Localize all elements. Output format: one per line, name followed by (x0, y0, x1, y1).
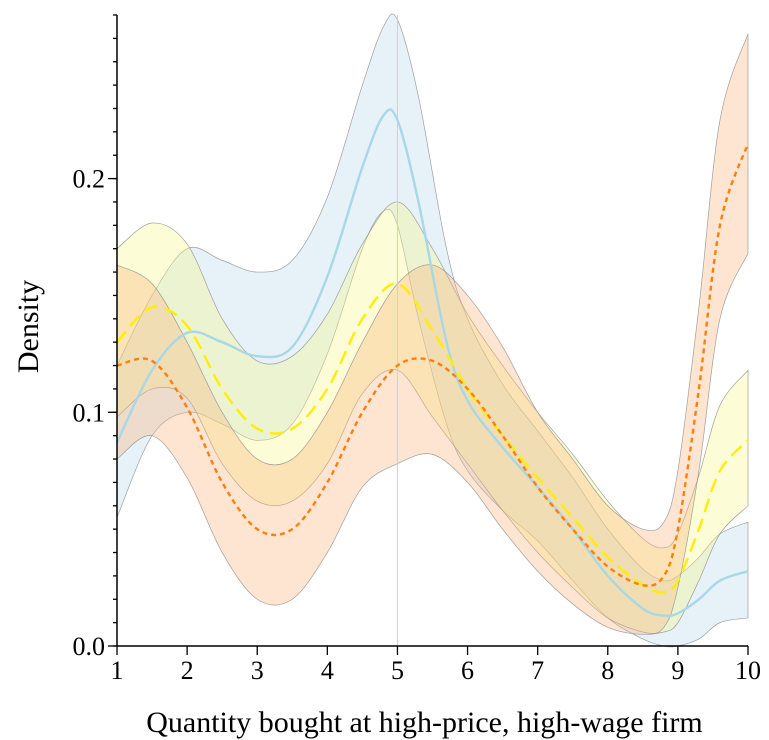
axes: 0.0 0.1 0.2 1 2 3 4 5 6 7 8 9 10 (73, 14, 761, 685)
x-tick-label: 5 (391, 656, 404, 685)
x-tick-label: 9 (671, 656, 684, 685)
y-tick-label: 0.0 (73, 632, 106, 661)
y-tick-label: 0.2 (73, 165, 106, 194)
x-ticks: 1 2 3 4 5 6 7 8 9 10 (111, 646, 761, 685)
x-tick-label: 10 (735, 656, 761, 685)
density-line-2 (116, 282, 749, 594)
y-tick-label: 0.1 (73, 398, 106, 427)
x-tick-label: 3 (251, 656, 264, 685)
density-line-3 (116, 143, 750, 587)
confidence-band-3 (116, 33, 749, 635)
x-tick-label: 2 (181, 656, 194, 685)
density-lines (115, 108, 750, 618)
confidence-band-2 (116, 201, 749, 634)
y-axis-label: Density (12, 280, 45, 373)
density-line-1 (115, 108, 749, 618)
x-tick-label: 6 (461, 656, 474, 685)
y-minor-ticks (113, 14, 117, 647)
x-axis-label: Quantity bought at high-price, high-wage… (146, 706, 703, 739)
y-ticks: 0.0 0.1 0.2 (73, 165, 117, 661)
x-tick-label: 7 (531, 656, 544, 685)
x-tick-label: 8 (601, 656, 614, 685)
x-tick-label: 4 (321, 656, 334, 685)
x-tick-label: 1 (111, 656, 124, 685)
